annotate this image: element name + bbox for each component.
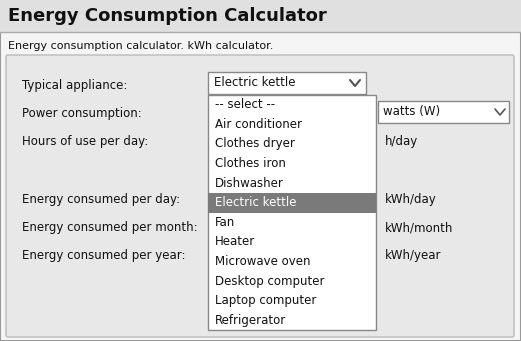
Text: Typical appliance:: Typical appliance: (22, 78, 127, 91)
Text: Energy consumed per day:: Energy consumed per day: (22, 193, 180, 207)
Text: Air conditioner: Air conditioner (215, 118, 302, 131)
Text: Energy consumed per year:: Energy consumed per year: (22, 250, 185, 263)
Text: Microwave oven: Microwave oven (215, 255, 311, 268)
Text: Energy consumption calculator. kWh calculator.: Energy consumption calculator. kWh calcu… (8, 41, 274, 51)
FancyBboxPatch shape (378, 101, 509, 123)
Text: Power consumption:: Power consumption: (22, 106, 142, 119)
Text: Electric kettle: Electric kettle (214, 76, 295, 89)
FancyBboxPatch shape (208, 193, 376, 212)
Text: Dishwasher: Dishwasher (215, 177, 284, 190)
Text: h/day: h/day (385, 134, 418, 148)
Text: Fan: Fan (215, 216, 235, 229)
Text: kWh/day: kWh/day (385, 193, 437, 207)
Text: Heater: Heater (215, 235, 255, 248)
Text: kWh/year: kWh/year (385, 250, 441, 263)
Text: kWh/month: kWh/month (385, 222, 453, 235)
Text: Energy Consumption Calculator: Energy Consumption Calculator (8, 7, 327, 25)
Text: -- select --: -- select -- (215, 98, 275, 111)
FancyBboxPatch shape (6, 55, 514, 337)
Text: Electric kettle: Electric kettle (215, 196, 296, 209)
Text: Laptop computer: Laptop computer (215, 294, 316, 307)
Text: Energy consumed per month:: Energy consumed per month: (22, 222, 197, 235)
FancyBboxPatch shape (208, 72, 366, 94)
Text: Refrigerator: Refrigerator (215, 314, 286, 327)
Text: Hours of use per day:: Hours of use per day: (22, 134, 148, 148)
FancyBboxPatch shape (0, 0, 521, 32)
Text: watts (W): watts (W) (383, 105, 440, 119)
Text: Clothes iron: Clothes iron (215, 157, 286, 170)
Text: Desktop computer: Desktop computer (215, 275, 325, 287)
Text: Clothes dryer: Clothes dryer (215, 137, 295, 150)
FancyBboxPatch shape (208, 95, 376, 330)
